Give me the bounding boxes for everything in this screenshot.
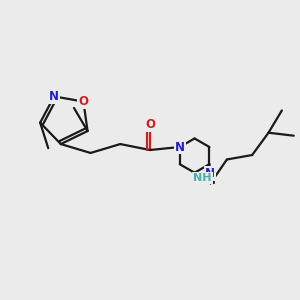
Text: N: N bbox=[49, 90, 59, 103]
Text: N: N bbox=[175, 140, 185, 154]
Text: O: O bbox=[145, 118, 155, 131]
Text: NH: NH bbox=[193, 173, 212, 183]
Text: N: N bbox=[205, 167, 215, 180]
Text: O: O bbox=[78, 95, 88, 108]
